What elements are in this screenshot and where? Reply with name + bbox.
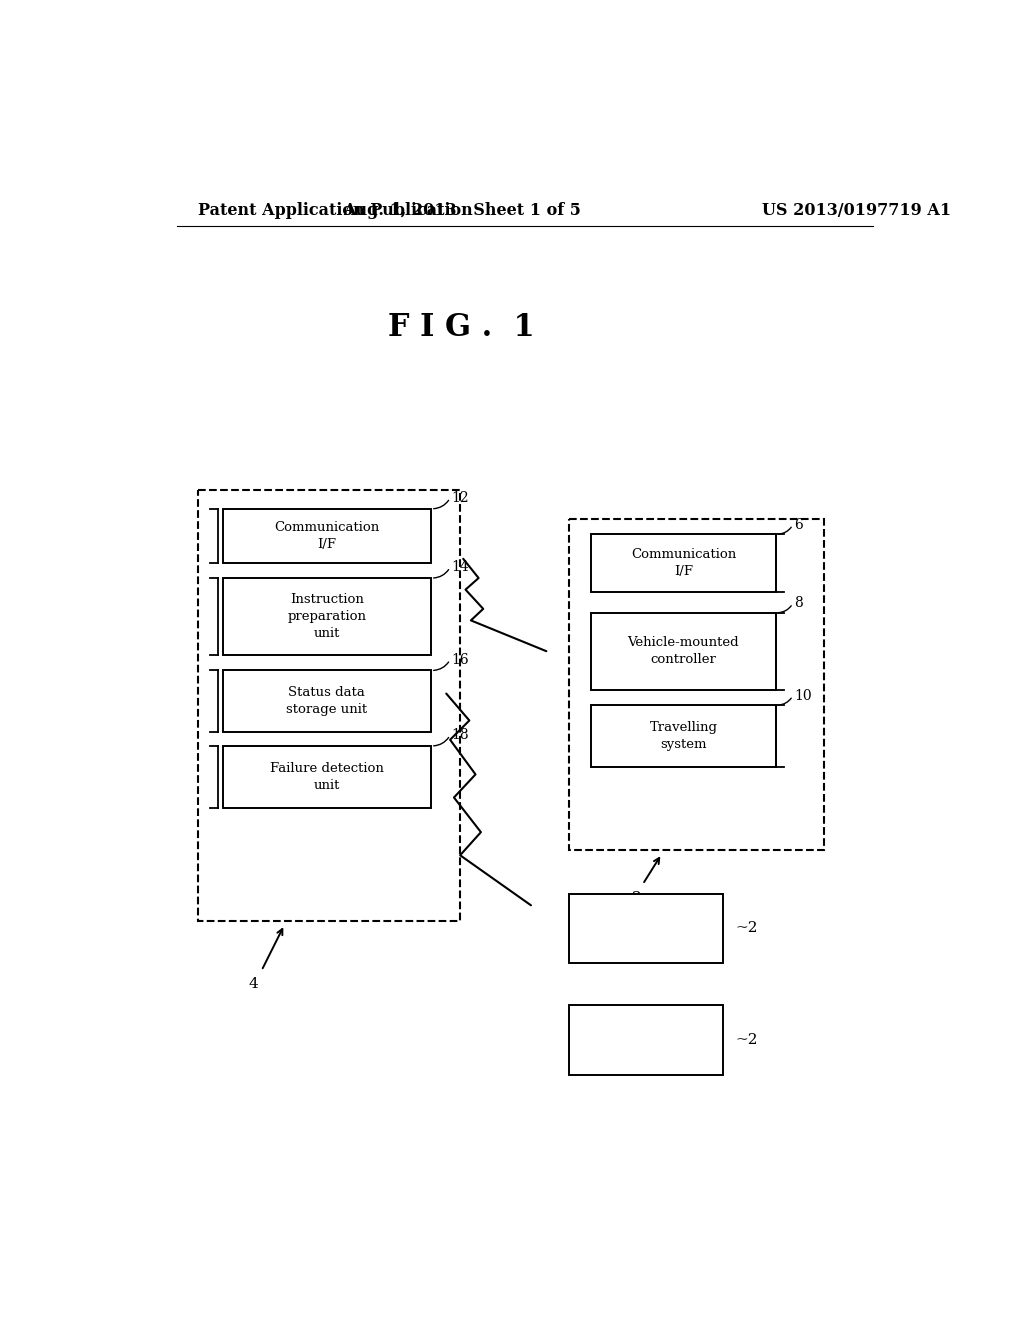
Bar <box>591 612 776 689</box>
Bar <box>223 746 431 808</box>
Text: Failure detection
unit: Failure detection unit <box>270 762 384 792</box>
Text: 6: 6 <box>795 517 803 532</box>
Bar <box>591 705 776 767</box>
Text: 18: 18 <box>452 729 469 742</box>
Text: ~2: ~2 <box>735 1034 758 1047</box>
Bar <box>199 490 460 921</box>
Bar <box>569 519 823 850</box>
Bar <box>591 535 776 591</box>
Text: Patent Application Publication: Patent Application Publication <box>199 202 473 219</box>
Bar <box>569 1006 724 1074</box>
Text: Aug. 1, 2013   Sheet 1 of 5: Aug. 1, 2013 Sheet 1 of 5 <box>343 202 581 219</box>
Bar <box>569 894 724 964</box>
Text: 10: 10 <box>795 689 812 702</box>
Text: F I G .  1: F I G . 1 <box>388 313 535 343</box>
Bar <box>223 578 431 655</box>
Text: 8: 8 <box>795 597 803 610</box>
Text: 16: 16 <box>452 652 469 667</box>
Text: Vehicle-mounted
controller: Vehicle-mounted controller <box>628 636 739 667</box>
Text: 14: 14 <box>452 560 469 574</box>
Text: 4: 4 <box>249 977 259 991</box>
Text: US 2013/0197719 A1: US 2013/0197719 A1 <box>762 202 951 219</box>
Bar <box>223 671 431 733</box>
Text: ~2: ~2 <box>735 921 758 936</box>
Text: Instruction
preparation
unit: Instruction preparation unit <box>288 593 367 640</box>
Text: Communication
I/F: Communication I/F <box>631 548 736 578</box>
Text: Travelling
system: Travelling system <box>649 721 718 751</box>
Text: 2: 2 <box>632 891 641 904</box>
Text: Communication
I/F: Communication I/F <box>274 520 380 550</box>
Bar <box>223 508 431 562</box>
Text: 12: 12 <box>452 491 469 506</box>
Text: Status data
storage unit: Status data storage unit <box>287 686 368 717</box>
